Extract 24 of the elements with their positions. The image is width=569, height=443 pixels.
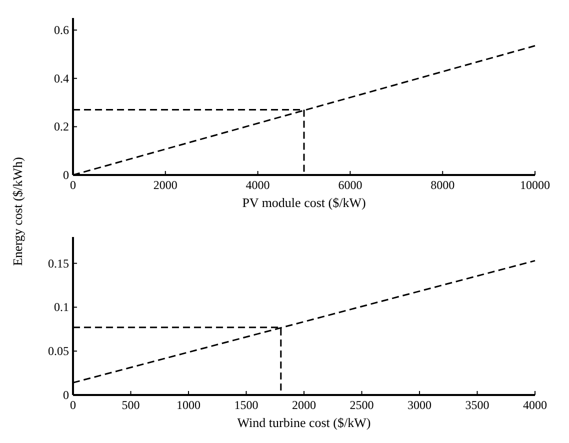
x-tick-label: 6000 — [338, 178, 362, 192]
y-tick-label: 0 — [63, 388, 69, 402]
y-tick-label: 0.05 — [48, 344, 69, 358]
y-tick-label: 0.15 — [48, 256, 69, 270]
x-tick-label: 500 — [122, 398, 140, 412]
y-axis-title: Energy cost ($/kWh) — [10, 157, 25, 266]
x-tick-label: 3000 — [408, 398, 432, 412]
y-tick-label: 0.6 — [54, 23, 69, 38]
x-tick-label: 4000 — [246, 178, 270, 192]
x-tick-label: 2000 — [292, 398, 316, 412]
x-tick-label: 2000 — [153, 178, 178, 192]
x-axis-title: PV module cost ($/kW) — [242, 195, 366, 210]
x-tick-label: 10000 — [520, 178, 550, 192]
x-tick-label: 1500 — [234, 398, 258, 412]
x-axis-title: Wind turbine cost ($/kW) — [237, 415, 371, 430]
x-tick-label: 1000 — [176, 398, 200, 412]
y-tick-label: 0.1 — [54, 300, 69, 314]
x-tick-label: 2500 — [350, 398, 374, 412]
x-tick-label: 8000 — [430, 178, 455, 192]
y-tick-label: 0.2 — [54, 120, 69, 134]
x-tick-label: 4000 — [523, 398, 547, 412]
x-tick-label: 3500 — [465, 398, 490, 412]
y-tick-label: 0 — [63, 168, 69, 182]
y-tick-label: 0.4 — [54, 71, 69, 86]
